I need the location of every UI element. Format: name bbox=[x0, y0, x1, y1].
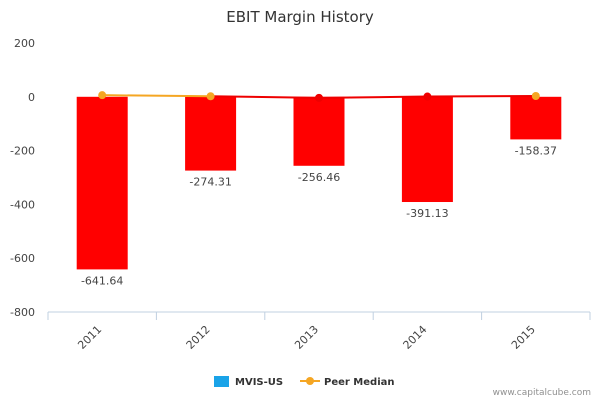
x-tick-label: 2012 bbox=[184, 323, 213, 352]
peer-median-series bbox=[98, 91, 540, 102]
y-tick-label: -800 bbox=[10, 306, 35, 319]
line-point bbox=[531, 91, 540, 100]
bar-data-labels: -641.64 -274.31 -256.46 -391.13 -158.37 bbox=[81, 144, 557, 287]
x-tick-label: 2015 bbox=[509, 323, 538, 352]
line-point bbox=[98, 91, 107, 100]
legend-marker-peer-median bbox=[306, 377, 314, 385]
line-segment bbox=[318, 95, 428, 99]
y-tick-label: -200 bbox=[10, 145, 35, 158]
bar-data-label: -158.37 bbox=[515, 144, 557, 157]
legend-label-mvis: MVIS-US bbox=[235, 377, 283, 388]
y-axis: 200 0 -200 -400 -600 -800 bbox=[10, 37, 35, 319]
line-point bbox=[315, 93, 323, 102]
x-tick-label: 2014 bbox=[401, 323, 430, 352]
y-tick-label: 0 bbox=[28, 91, 35, 104]
line-segment bbox=[210, 95, 320, 99]
bar-data-label: -641.64 bbox=[81, 274, 123, 287]
bar-data-label: -274.31 bbox=[189, 176, 231, 189]
bar bbox=[185, 96, 237, 171]
bar bbox=[293, 96, 345, 166]
line-point bbox=[206, 92, 215, 101]
line-segment bbox=[427, 94, 536, 98]
chart-legend: MVIS-US Peer Median bbox=[214, 376, 395, 388]
bar bbox=[76, 96, 128, 270]
line-point bbox=[423, 92, 432, 101]
line-segment bbox=[102, 94, 211, 98]
x-axis: 2011 2012 2013 2014 2015 bbox=[47, 311, 591, 352]
y-tick-label: -600 bbox=[10, 252, 35, 265]
bar-data-label: -256.46 bbox=[298, 171, 340, 184]
legend-label-peer-median: Peer Median bbox=[324, 377, 395, 388]
bar bbox=[401, 96, 453, 203]
legend-swatch-mvis bbox=[214, 376, 229, 387]
bar bbox=[510, 96, 562, 140]
y-tick-label: -400 bbox=[10, 198, 35, 211]
bar-series bbox=[76, 96, 562, 270]
y-tick-label: 200 bbox=[14, 37, 35, 50]
x-tick-label: 2011 bbox=[75, 323, 104, 352]
x-tick-label: 2013 bbox=[292, 323, 321, 352]
bar-data-label: -391.13 bbox=[406, 207, 448, 220]
credit-text: www.capitalcube.com bbox=[493, 388, 591, 398]
chart-title: EBIT Margin History bbox=[226, 8, 374, 26]
